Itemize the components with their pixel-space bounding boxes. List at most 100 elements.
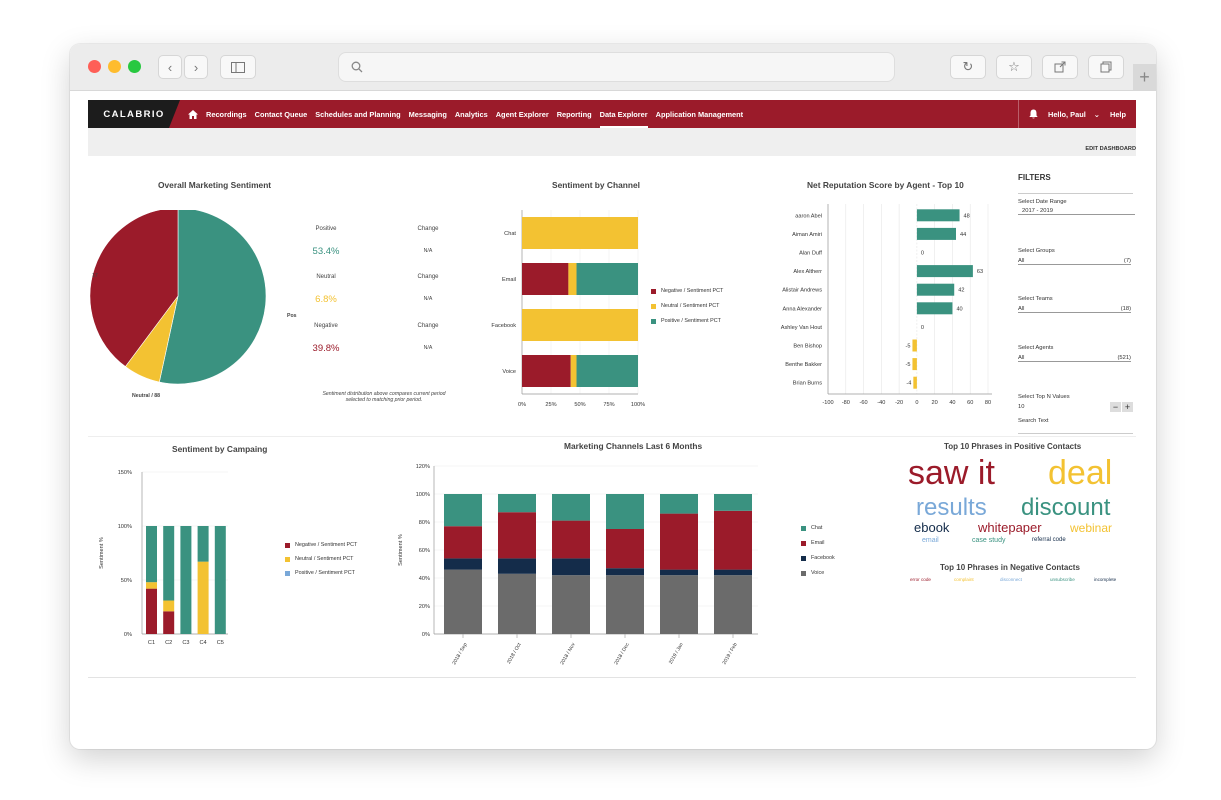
search-text-field[interactable] — [1018, 433, 1133, 434]
address-bar[interactable] — [338, 52, 895, 82]
pie-label-neutral: Neutral / 88 — [132, 393, 160, 399]
bar-ben-bishop — [912, 339, 917, 352]
topn-increase-button[interactable]: + — [1122, 402, 1133, 412]
filter-teams-select[interactable]: All (18) — [1018, 306, 1131, 313]
phrase-error-code[interactable]: error code — [910, 577, 931, 582]
tabs-button[interactable] — [1088, 55, 1124, 79]
filter-groups-count: (7) — [1123, 258, 1131, 264]
filter-groups-select[interactable]: All (7) — [1018, 258, 1131, 265]
reload-button[interactable]: ↻ — [950, 55, 986, 79]
bar-2019-feb-voice — [714, 575, 752, 634]
data-label: 42 — [958, 288, 964, 294]
data-label: 63 — [977, 269, 983, 275]
phrase-whitepaper[interactable]: whitepaper — [978, 520, 1042, 535]
legend-swatch — [651, 303, 656, 309]
nav-analytics[interactable]: Analytics — [454, 109, 488, 119]
overall-sentiment-pie — [89, 210, 267, 385]
edit-dashboard-button[interactable]: EDIT DASHBOARD — [1085, 146, 1136, 152]
x-tick-label: 75% — [603, 402, 614, 408]
legend-label: Facebook — [811, 555, 835, 561]
share-button[interactable] — [1042, 55, 1078, 79]
nav-divider — [1017, 100, 1019, 128]
pie-slice-negative — [89, 210, 179, 367]
bar-c2-negative-sentiment-pct — [163, 611, 175, 634]
forward-button[interactable]: › — [184, 55, 208, 79]
marketing-channels-chart: 0% 20% 40% 60% 80% 100% 120% Sentiment % 2018 / … — [398, 464, 758, 666]
legend-label: Positive / Sentiment PCT — [295, 570, 355, 576]
sidebar-toggle-button[interactable] — [220, 55, 256, 79]
phrase-results[interactable]: results — [916, 494, 987, 521]
legend-item-chat[interactable]: Chat — [801, 525, 822, 531]
bar-email-neutral-sentiment-pct — [568, 263, 577, 295]
user-menu[interactable]: Hello, Paul — [1047, 109, 1086, 119]
phrase-deal[interactable]: deal — [1048, 454, 1113, 492]
nav-messaging[interactable]: Messaging — [408, 109, 447, 119]
phrase-incomplete[interactable]: incomplete — [1094, 577, 1117, 582]
phrase-unsubscribe[interactable]: unsubscribe — [1050, 577, 1075, 582]
nav-recordings[interactable]: Recordings — [206, 109, 247, 119]
filter-date-range[interactable]: 2017 - 2019 — [1018, 208, 1135, 215]
legend-item-neutral-sentiment-pct[interactable]: Neutral / Sentiment PCT — [285, 556, 353, 562]
phrase-discount[interactable]: discount — [1021, 494, 1111, 521]
phrase-complaint[interactable]: complaint — [954, 577, 974, 582]
nav-reporting[interactable]: Reporting — [556, 109, 592, 119]
phrase-referral-code[interactable]: referral code — [1032, 537, 1066, 543]
sentiment-by-campaign-title: Sentiment by Campaing — [172, 444, 268, 454]
phrase-saw-it[interactable]: saw it — [908, 454, 995, 492]
nav-agent-explorer[interactable]: Agent Explorer — [495, 109, 549, 119]
chevron-down-icon[interactable]: ⌄ — [1093, 109, 1100, 119]
bookmark-button[interactable]: ☆ — [996, 55, 1032, 79]
browser-window: ‹ › ↻ ☆ + CALABRIO Recordings Contact Qu… — [70, 44, 1156, 749]
legend-item-neutral-sentiment-pct[interactable]: Neutral / Sentiment PCT — [651, 303, 719, 309]
nav-schedules-planning[interactable]: Schedules and Planning — [315, 109, 401, 119]
legend-swatch — [801, 525, 806, 531]
bar-2019-jan-facebook — [660, 569, 698, 576]
y-tick-label: Aiman Amiri — [792, 232, 822, 238]
phrase-disconnect[interactable]: disconnect — [1000, 577, 1022, 582]
x-tick-label: 40 — [949, 400, 955, 406]
home-icon[interactable] — [188, 109, 198, 119]
bell-icon[interactable] — [1029, 109, 1038, 119]
y-tick-label: Email — [502, 277, 516, 283]
filter-agents-select[interactable]: All (521) — [1018, 355, 1131, 362]
bar-chat-neutral-sentiment-pct — [522, 217, 638, 249]
legend-item-negative-sentiment-pct[interactable]: Negative / Sentiment PCT — [285, 542, 357, 548]
close-window-button[interactable] — [88, 60, 101, 73]
filter-date-value: 2017 - 2019 — [1022, 208, 1053, 214]
legend-item-facebook[interactable]: Facebook — [801, 555, 835, 561]
bar-aiman-amiri — [916, 227, 956, 240]
filter-teams-label: Select Teams — [1018, 296, 1053, 302]
bar-2019-feb-email — [714, 510, 752, 570]
y-tick-label: 0% — [422, 632, 430, 638]
back-button[interactable]: ‹ — [158, 55, 182, 79]
nav-application-management[interactable]: Application Management — [655, 109, 744, 119]
topn-decrease-button[interactable]: − — [1110, 402, 1121, 412]
filter-topn-label: Select Top N Values — [1018, 394, 1070, 400]
minimize-window-button[interactable] — [108, 60, 121, 73]
new-tab-button[interactable]: + — [1133, 64, 1156, 90]
filter-topn-value[interactable]: 10 — [1018, 404, 1025, 410]
pie-label-positive: Pos — [287, 313, 297, 319]
phrase-webinar[interactable]: webinar — [1070, 521, 1113, 535]
row-divider — [88, 436, 1136, 437]
legend-item-email[interactable]: Email — [801, 540, 824, 546]
bar-2018-oct-facebook — [498, 558, 536, 574]
legend-item-negative-sentiment-pct[interactable]: Negative / Sentiment PCT — [651, 288, 723, 294]
legend-item-positive-sentiment-pct[interactable]: Positive / Sentiment PCT — [651, 318, 721, 324]
nav-data-explorer[interactable]: Data Explorer — [599, 109, 648, 128]
phrase-ebook[interactable]: ebook — [914, 520, 950, 535]
bar-voice-negative-sentiment-pct — [522, 355, 571, 387]
chevron-left-icon: ‹ — [167, 59, 173, 75]
stat-positive-label: Positive — [315, 226, 337, 232]
maximize-window-button[interactable] — [128, 60, 141, 73]
bar-c1-negative-sentiment-pct — [146, 588, 157, 634]
legend-swatch — [651, 288, 656, 294]
phrase-email[interactable]: email — [922, 537, 939, 544]
legend-item-positive-sentiment-pct[interactable]: Positive / Sentiment PCT — [285, 570, 355, 576]
phrase-case-study[interactable]: case study — [972, 537, 1006, 544]
help-link[interactable]: Help — [1109, 109, 1126, 119]
nav-contact-queue[interactable]: Contact Queue — [254, 109, 308, 119]
y-tick-label: Benthe Bakker — [785, 362, 822, 368]
plus-icon: + — [1139, 66, 1150, 87]
legend-item-voice[interactable]: Voice — [801, 570, 824, 576]
